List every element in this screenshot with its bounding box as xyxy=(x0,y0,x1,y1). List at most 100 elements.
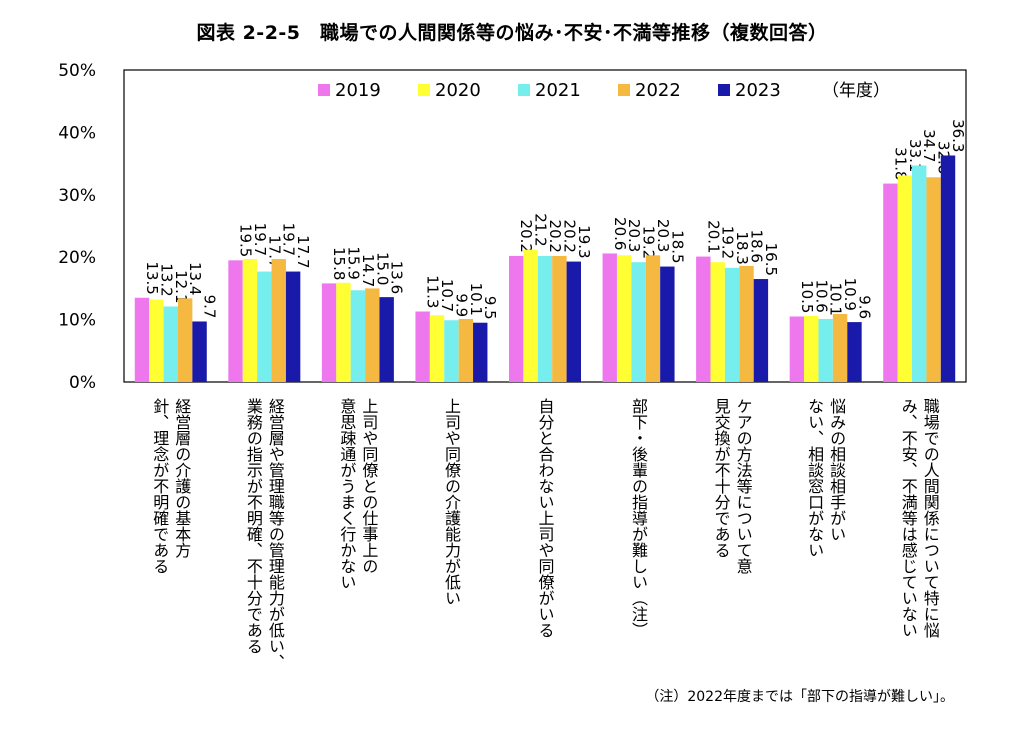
legend-swatch-2022 xyxy=(618,84,630,96)
bar-2022 xyxy=(458,318,474,382)
legend-label: 2020 xyxy=(435,80,481,101)
bar-value-label: 9.9 xyxy=(452,293,470,317)
bar-2021 xyxy=(631,262,646,382)
bar-2021 xyxy=(257,271,272,382)
bar-value-label: 13.6 xyxy=(388,261,406,294)
legend-swatch-2019 xyxy=(318,84,330,96)
bar-value-label: 14.7 xyxy=(359,254,377,287)
bar-value-label: 36.3 xyxy=(949,119,967,152)
bar-value-label: 13.2 xyxy=(157,263,175,296)
bar-value-label: 21.2 xyxy=(532,213,550,246)
bar-value-label: 9.5 xyxy=(481,296,499,320)
bar-2021 xyxy=(350,290,366,382)
legend-swatch-2021 xyxy=(518,84,530,96)
bar-2019 xyxy=(509,255,524,382)
bar-2020 xyxy=(897,175,913,382)
bar-value-label: 19.7 xyxy=(280,223,298,256)
bar-value-label: 13.4 xyxy=(186,262,204,295)
bar-value-label: 9.7 xyxy=(201,295,219,319)
bar-2022 xyxy=(552,255,567,382)
bar-value-label: 10.5 xyxy=(798,280,816,313)
bar-value-label: 34.7 xyxy=(920,129,938,162)
bar-2019 xyxy=(321,283,337,382)
bar-2019 xyxy=(134,297,150,382)
bar-2020 xyxy=(710,262,725,382)
category-label: 部下・後輩の指導が難しい（注） xyxy=(629,398,648,638)
bar-2023 xyxy=(753,279,769,382)
bar-value-label: 20.2 xyxy=(517,220,535,253)
bar-value-label: 10.7 xyxy=(438,279,456,312)
legend-label: 2023 xyxy=(735,80,781,101)
y-tick-label: 50% xyxy=(58,61,96,81)
bar-value-label: 12.1 xyxy=(172,270,190,303)
legend-label: 2022 xyxy=(635,80,681,101)
bar-value-label: 10.1 xyxy=(827,283,845,316)
bar-2022 xyxy=(645,255,661,382)
bar-value-label: 15.0 xyxy=(373,252,391,285)
bar-value-label: 15.9 xyxy=(344,246,362,279)
bar-2023 xyxy=(660,266,675,382)
bar-value-label: 11.3 xyxy=(424,275,442,308)
bar-2020 xyxy=(616,255,632,382)
bar-2020 xyxy=(336,282,351,382)
legend-swatch-2023 xyxy=(718,84,730,96)
bar-2020 xyxy=(804,315,819,382)
category-label: 上司や同僚の介護能力が低い xyxy=(442,398,461,606)
category-label: 業務の指示が不明確、不十分である xyxy=(244,398,263,654)
bar-value-label: 9.6 xyxy=(855,295,873,319)
bar-value-label: 19.3 xyxy=(575,225,593,258)
category-label: み、不安、不満等は感じていない xyxy=(899,398,918,638)
category-label: 自分と合わない上司や同僚がいる xyxy=(536,398,555,638)
y-tick-label: 0% xyxy=(69,373,96,393)
bar-2023 xyxy=(847,322,862,382)
bar-2023 xyxy=(473,322,488,382)
category-label: ケアの方法等について意 xyxy=(734,398,753,574)
bar-value-label: 19.7 xyxy=(251,223,269,256)
bar-value-label: 20.3 xyxy=(625,219,643,252)
legend-label: 2021 xyxy=(535,80,581,101)
bar-value-label: 18.5 xyxy=(668,230,686,263)
bar-2019 xyxy=(696,256,711,382)
bar-value-label: 31.8 xyxy=(891,147,909,180)
bar-2020 xyxy=(149,299,164,382)
bar-value-label: 16.5 xyxy=(762,243,780,276)
category-label: 経営層や管理職等の管理能力が低い、 xyxy=(266,398,285,670)
y-tick-label: 40% xyxy=(58,123,96,143)
category-label: 見交換が不十分である xyxy=(712,398,731,558)
bar-2020 xyxy=(429,315,445,382)
bar-2022 xyxy=(271,259,286,382)
category-label: 経営層の介護の基本方 xyxy=(172,398,191,559)
bar-value-label: 15.8 xyxy=(330,247,348,280)
bar-2021 xyxy=(724,267,740,382)
bar-value-label: 10.9 xyxy=(841,278,859,311)
bar-2020 xyxy=(242,259,258,382)
bar-value-label: 18.3 xyxy=(733,231,751,264)
legend-swatch-2020 xyxy=(418,84,430,96)
legend-unit-label: （年度） xyxy=(822,81,890,101)
bar-2021 xyxy=(912,165,927,382)
category-label: 意思疎通がうまく行かない xyxy=(337,397,356,590)
bar-2022 xyxy=(926,177,941,382)
legend-label: 2019 xyxy=(335,80,381,101)
bar-value-label: 20.6 xyxy=(611,217,629,250)
bar-2023 xyxy=(285,271,301,382)
bar-2023 xyxy=(192,321,207,382)
category-label: 上司や同僚との仕事上の xyxy=(359,398,378,574)
category-label: ない、相談窓口がない xyxy=(805,398,824,558)
bar-value-label: 10.1 xyxy=(467,283,485,316)
bar-value-label: 19.5 xyxy=(237,224,255,257)
bar-2022 xyxy=(739,265,754,382)
bar-2023 xyxy=(940,155,956,382)
bar-2022 xyxy=(365,288,380,382)
bar-2021 xyxy=(537,255,553,382)
bar-2019 xyxy=(415,311,430,382)
bar-value-label: 20.2 xyxy=(546,220,564,253)
y-tick-label: 10% xyxy=(58,311,96,331)
category-label: 悩みの相談相手がい xyxy=(827,398,846,542)
bar-2023 xyxy=(379,297,394,382)
bar-value-label: 18.6 xyxy=(748,230,766,263)
bar-2019 xyxy=(789,316,805,382)
bar-value-label: 10.6 xyxy=(812,279,830,312)
bar-2021 xyxy=(444,320,459,382)
